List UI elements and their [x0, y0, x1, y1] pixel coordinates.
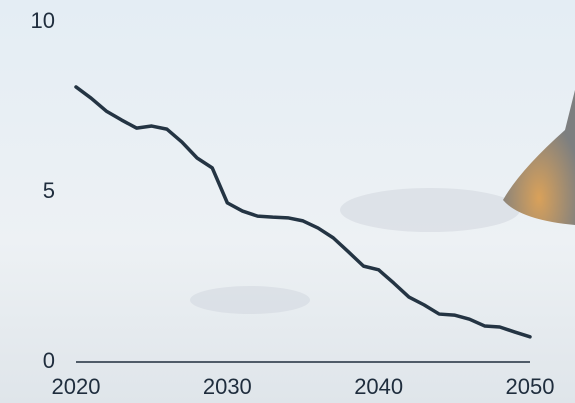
lamp [503, 90, 575, 225]
line [74, 85, 532, 339]
y-tick-label: 5 [43, 178, 55, 203]
y-tick-label: 0 [43, 348, 55, 373]
x-tick-label: 2050 [506, 374, 555, 399]
y-tick-label: 10 [31, 8, 55, 33]
cloud [190, 286, 310, 314]
x-tick-label: 2020 [52, 374, 101, 399]
cloud [340, 188, 520, 232]
x-tick-label: 2030 [203, 374, 252, 399]
x-tick-label: 2040 [354, 374, 403, 399]
